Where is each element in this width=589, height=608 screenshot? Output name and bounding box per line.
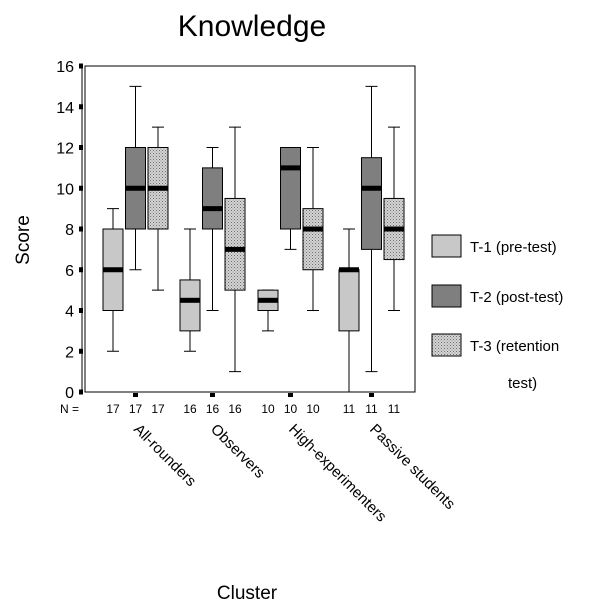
y-tick [79,389,83,395]
n-count-label: 16 [206,402,220,416]
y-axis: 0 2 4 6 8 10 12 14 16 [56,59,83,402]
y-tick [79,348,83,354]
y-tick-label: 12 [56,141,74,158]
chart-title: Knowledge [178,10,326,43]
n-count-label: 11 [365,402,378,416]
box-rect [302,208,324,271]
box-1-1 [102,208,124,352]
x-axis-label: Cluster [217,583,278,604]
median-bar [103,267,123,273]
legend-swatch [431,234,462,258]
y-tick-label: 0 [65,385,74,402]
box-rect [179,279,201,332]
legend-label: T-2 (post-test) [470,289,563,306]
box-1-2 [125,85,146,271]
y-tick [79,226,83,232]
median-bar [202,206,223,212]
n-count-label: 16 [183,402,197,416]
box-2-1 [179,228,201,352]
n-count-label: 10 [261,402,275,416]
box-3-3 [302,147,324,311]
category-label: All-rounders [130,421,199,490]
y-tick-label: 16 [56,59,74,76]
x-tick [210,393,215,397]
y-axis-label: Score [13,215,34,265]
median-bar [125,185,146,191]
y-tick-label: 8 [65,222,74,239]
legend-swatch [431,284,462,308]
x-tick [133,393,138,397]
box-rect [224,197,246,291]
box-4-3 [383,126,405,311]
median-bar [180,297,200,303]
legend-label: test) [508,375,537,392]
box-2-3 [224,126,246,373]
x-tick [288,393,293,397]
box-1-3 [147,126,169,291]
legend-swatch [431,333,462,357]
n-count-label: 10 [306,402,320,416]
y-tick-label: 14 [56,100,74,117]
median-bar [280,165,301,171]
y-tick [79,185,83,191]
n-count-label: 11 [388,402,401,416]
y-tick [79,308,83,313]
n-count-label: 11 [343,402,356,416]
box-4-1 [338,228,360,393]
box-3-1 [257,289,279,332]
box-rect [280,147,301,230]
legend: T-1 (pre-test) T-2 (post-test) T-3 (retent… [431,234,563,392]
y-tick-label: 4 [65,304,74,321]
median-bar [225,246,245,252]
y-tick [79,63,83,69]
box-rect [361,157,382,250]
y-tick-label: 6 [65,263,74,280]
n-counts: N = 17 17 17 16 16 16 10 10 10 11 11 11 [60,402,401,416]
y-tick [79,267,83,273]
n-count-label: 17 [151,402,165,416]
box-2-2 [202,147,223,311]
n-count-label: 17 [106,402,120,416]
box-rect [338,269,360,332]
legend-label: T-3 (retention [470,338,559,355]
legend-item-3: T-3 (retention test) [431,333,559,392]
n-count-label: 17 [129,402,143,416]
n-count-label: 16 [228,402,242,416]
n-prefix-label: N = [60,402,79,416]
box-4-2 [361,85,382,373]
legend-label: T-1 (pre-test) [470,239,557,256]
n-count-label: 10 [284,402,298,416]
median-bar [361,185,382,191]
plot-frame [84,65,416,393]
median-bar [339,267,359,273]
box-rect [202,167,223,230]
median-bar [303,226,323,232]
x-tick [369,393,374,397]
median-bar [258,297,278,303]
y-tick [79,104,83,110]
y-tick [79,145,83,150]
box-group [102,85,405,393]
y-tick-label: 10 [56,181,74,198]
median-bar [148,185,168,191]
y-tick-label: 2 [65,344,74,361]
category-label: Observers [207,421,268,482]
median-bar [384,226,404,232]
legend-item-2: T-2 (post-test) [431,284,563,308]
legend-item-1: T-1 (pre-test) [431,234,557,258]
box-3-2 [280,147,301,250]
category-label: Passive students [366,421,458,513]
